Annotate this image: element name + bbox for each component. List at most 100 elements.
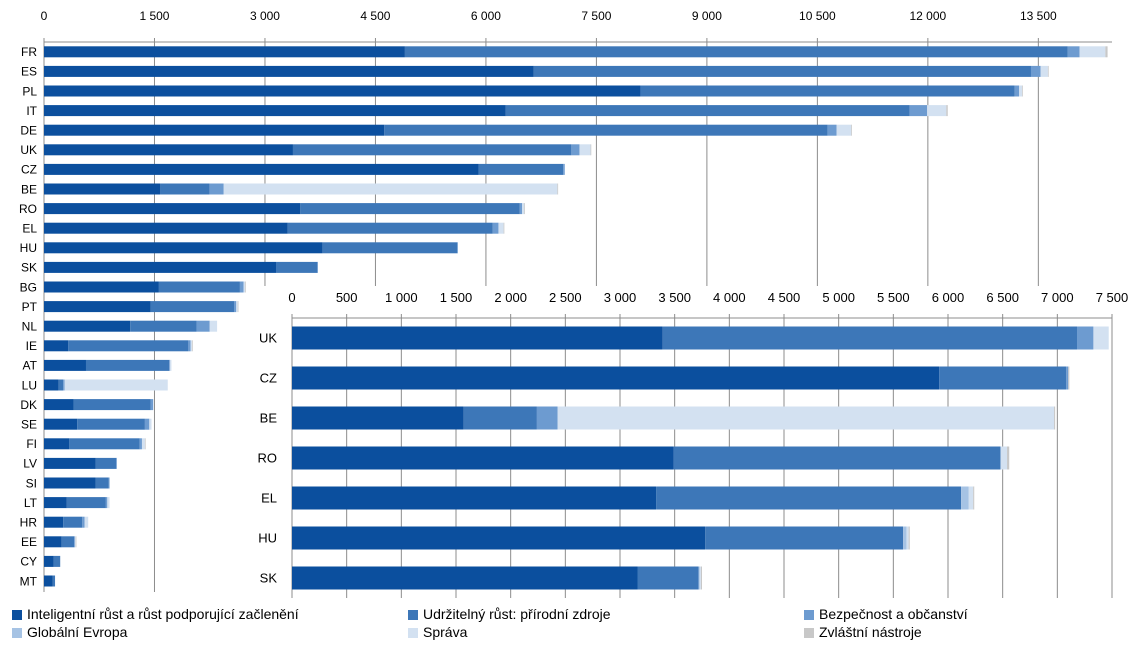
bar-segment <box>64 379 168 391</box>
bar-segment <box>908 526 910 550</box>
bar-segment <box>827 124 837 136</box>
bar-segment <box>107 497 110 509</box>
bar-segment <box>1068 366 1070 390</box>
y-tick-label: IE <box>26 339 37 353</box>
y-tick-label: MT <box>20 574 38 588</box>
x-tick-label: 10 500 <box>799 9 836 23</box>
bar-segment <box>52 575 56 587</box>
bar-segment <box>939 366 1067 390</box>
legend-swatch <box>408 628 418 638</box>
bar-segment <box>946 105 948 117</box>
y-tick-label: UK <box>20 143 37 157</box>
bar-segment <box>44 222 288 234</box>
x-tick-label: 9 000 <box>692 9 722 23</box>
y-tick-label: DK <box>20 398 37 412</box>
y-tick-label: FR <box>21 45 37 59</box>
bar-segment <box>192 340 193 352</box>
bar-segment <box>292 366 940 390</box>
bar-segment <box>1019 85 1023 97</box>
bar-segment <box>571 144 580 156</box>
bar-segment <box>276 261 318 273</box>
legend-item: Bezpečnost a občanství <box>804 605 968 623</box>
bar-segment <box>44 144 293 156</box>
legend-item: Zvláštní nástroje <box>804 623 922 641</box>
bar-segment <box>44 65 534 77</box>
bar-segment <box>656 486 962 510</box>
bar-segment <box>169 359 172 371</box>
y-tick-label: FI <box>26 437 37 451</box>
bar-segment <box>557 406 1055 430</box>
y-tick-label: HU <box>258 531 277 546</box>
bar-segment <box>536 406 558 430</box>
x-tick-label: 5 500 <box>877 290 910 305</box>
x-tick-label: 3 500 <box>658 290 691 305</box>
bar-segment <box>44 536 62 548</box>
bar-segment <box>909 105 928 117</box>
bar-segment <box>61 536 75 548</box>
bar-segment <box>522 203 525 215</box>
bar-segment <box>139 438 142 450</box>
bar-segment <box>44 575 53 587</box>
bar-segment <box>116 457 117 469</box>
bar-segment <box>234 301 237 313</box>
legend-swatch <box>12 628 22 638</box>
bar-segment <box>105 497 108 509</box>
bar-segment <box>1040 65 1048 77</box>
legend-label: Správa <box>423 624 468 640</box>
bar-segment <box>82 516 85 528</box>
bar-segment <box>1014 85 1020 97</box>
bar-segment <box>1030 65 1041 77</box>
bar-segment <box>524 203 525 215</box>
bar-segment <box>503 222 505 234</box>
inset-chart: 0 500 1 000 1 500 2 000 2 500 3 000 3 500 4 000 4… <box>247 286 1128 602</box>
bar-segment <box>317 261 318 273</box>
legend-swatch <box>408 610 418 620</box>
legend-label: Zvláštní nástroje <box>819 624 922 640</box>
bar-segment <box>44 281 159 293</box>
bar-segment <box>237 301 239 313</box>
bar-segment <box>44 379 59 391</box>
bar-segment <box>44 124 385 136</box>
bar-segment <box>287 222 493 234</box>
y-tick-label: PT <box>22 300 38 314</box>
bar-segment <box>169 359 170 371</box>
bar-segment <box>245 281 246 293</box>
bar-segment <box>144 418 150 430</box>
bar-segment <box>292 406 464 430</box>
bar-segment <box>158 281 240 293</box>
bar-segment <box>705 526 904 550</box>
bar-segment <box>141 438 145 450</box>
bar-segment <box>95 457 117 469</box>
bar-segment <box>44 183 161 195</box>
y-tick-label: SE <box>21 418 37 432</box>
bar-segment <box>699 566 701 590</box>
bar-segment <box>322 242 458 254</box>
bar-segment <box>662 326 1078 350</box>
x-tick-label: 13 500 <box>1020 9 1057 23</box>
bar-segment <box>44 105 506 117</box>
bar-segment <box>160 183 210 195</box>
bar-segment <box>44 477 96 489</box>
bar-segment <box>1077 326 1094 350</box>
y-tick-label: LU <box>22 378 37 392</box>
bar-segment <box>150 301 235 313</box>
bar-segment <box>1093 326 1109 350</box>
bar-segment <box>1105 46 1108 58</box>
y-tick-label: CY <box>20 555 37 569</box>
x-tick-label: 6 500 <box>986 290 1019 305</box>
bar-segment <box>505 105 910 117</box>
y-tick-label: RO <box>258 451 278 466</box>
bar-segment <box>968 486 974 510</box>
y-tick-label: HR <box>20 516 38 530</box>
bar-segment <box>292 446 674 470</box>
x-tick-label: 0 <box>288 290 295 305</box>
x-tick-label: 4 000 <box>713 290 746 305</box>
bar-segment <box>961 486 969 510</box>
y-tick-label: BG <box>20 280 37 294</box>
x-tick-label: 5 000 <box>822 290 855 305</box>
bar-segment <box>927 105 947 117</box>
x-tick-label: 3 000 <box>604 290 637 305</box>
legend-item: Globální Evropa <box>12 623 127 641</box>
bar-segment <box>58 379 64 391</box>
